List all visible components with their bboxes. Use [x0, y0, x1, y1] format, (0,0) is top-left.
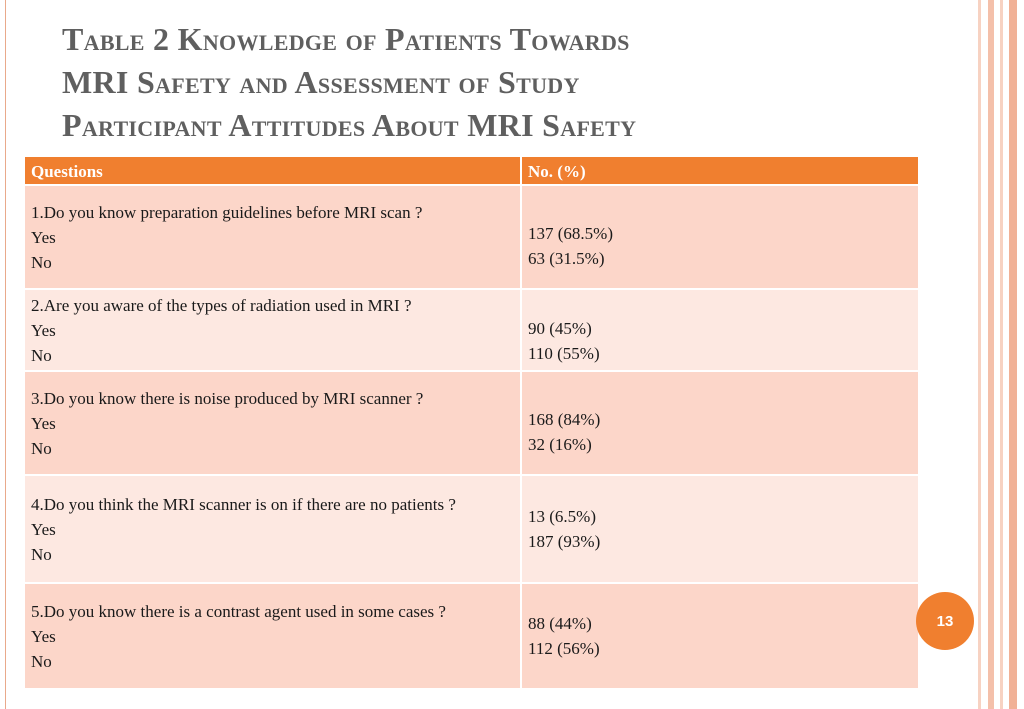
table-row: 2.Are you aware of the types of radiatio…: [23, 288, 920, 372]
table-header-row: Questions No. (%): [23, 155, 920, 186]
value-yes: 13 (6.5%): [528, 507, 596, 526]
option-yes: Yes: [31, 519, 56, 539]
table-row: 3.Do you know there is noise produced by…: [23, 370, 920, 476]
header-count-percent: No. (%): [520, 155, 920, 186]
header-questions: Questions: [23, 155, 522, 186]
option-no: No: [31, 252, 52, 272]
right-decorative-stripes: [978, 0, 1024, 709]
value-no: 110 (55%): [528, 344, 600, 363]
option-no: No: [31, 651, 52, 671]
question-text: 5.Do you know there is a contrast agent …: [31, 601, 446, 621]
value-cell: 90 (45%) 110 (55%): [520, 288, 920, 372]
question-cell: 5.Do you know there is a contrast agent …: [23, 582, 522, 690]
value-yes: 137 (68.5%): [528, 224, 613, 243]
left-border-line: [5, 0, 6, 709]
option-yes: Yes: [31, 626, 56, 646]
value-cell: 88 (44%) 112 (56%): [520, 582, 920, 690]
question-text: 1.Do you know preparation guidelines bef…: [31, 202, 423, 222]
option-no: No: [31, 438, 52, 458]
option-no: No: [31, 345, 52, 365]
option-yes: Yes: [31, 320, 56, 340]
value-yes: 90 (45%): [528, 319, 592, 338]
table-row: 1.Do you know preparation guidelines bef…: [23, 184, 920, 290]
value-no: 63 (31.5%): [528, 249, 605, 268]
title-line-1: Knowledge of Patients Towards: [177, 21, 630, 57]
option-no: No: [31, 544, 52, 564]
question-text: 3.Do you know there is noise produced by…: [31, 388, 424, 408]
title-line-2: MRI Safety and Assessment of Study: [62, 64, 580, 100]
value-cell: 168 (84%) 32 (16%): [520, 370, 920, 476]
table-row: 4.Do you think the MRI scanner is on if …: [23, 474, 920, 584]
title-line-3: Participant Attitudes About MRI Safety: [62, 107, 637, 143]
slide-title: Table 2 Knowledge of Patients Towards MR…: [62, 18, 922, 147]
question-text: 4.Do you think the MRI scanner is on if …: [31, 494, 456, 514]
question-cell: 1.Do you know preparation guidelines bef…: [23, 184, 522, 290]
question-cell: 2.Are you aware of the types of radiatio…: [23, 288, 522, 372]
option-yes: Yes: [31, 227, 56, 247]
page-number-badge: 13: [916, 592, 974, 650]
value-cell: 13 (6.5%) 187 (93%): [520, 474, 920, 584]
question-cell: 4.Do you think the MRI scanner is on if …: [23, 474, 522, 584]
question-text: 2.Are you aware of the types of radiatio…: [31, 295, 412, 315]
option-yes: Yes: [31, 413, 56, 433]
value-no: 112 (56%): [528, 639, 600, 658]
knowledge-table: Questions No. (%) 1.Do you know preparat…: [23, 155, 920, 690]
value-yes: 88 (44%): [528, 614, 592, 633]
title-table-number: Table 2: [62, 21, 170, 57]
value-yes: 168 (84%): [528, 410, 601, 429]
value-no: 32 (16%): [528, 435, 592, 454]
question-cell: 3.Do you know there is noise produced by…: [23, 370, 522, 476]
value-no: 187 (93%): [528, 532, 601, 551]
table-row: 5.Do you know there is a contrast agent …: [23, 582, 920, 690]
value-cell: 137 (68.5%) 63 (31.5%): [520, 184, 920, 290]
